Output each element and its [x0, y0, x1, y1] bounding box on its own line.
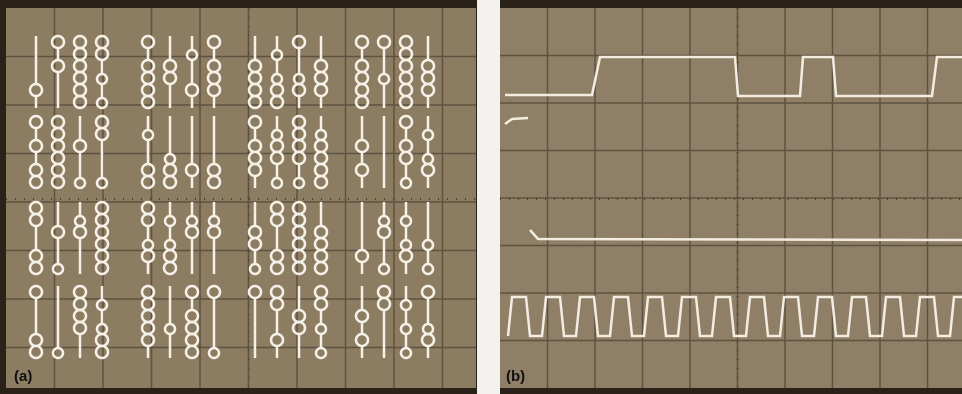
glyph	[94, 260, 110, 276]
waveform-fragment	[504, 116, 529, 126]
glyph	[399, 346, 413, 360]
glyph	[292, 176, 306, 190]
glyph	[398, 94, 414, 110]
glyph	[94, 344, 110, 360]
glyph	[162, 174, 178, 190]
glyph	[162, 260, 178, 276]
glyph	[28, 344, 44, 360]
panel-label: (b)	[506, 368, 525, 385]
glyph	[248, 262, 262, 276]
waveform-top	[505, 55, 962, 98]
graticule	[6, 8, 962, 388]
glyph	[270, 176, 284, 190]
glyph	[314, 346, 328, 360]
glyph	[313, 260, 329, 276]
waveforms	[504, 55, 962, 338]
glyph	[399, 176, 413, 190]
glyph	[421, 262, 435, 276]
glyph	[72, 94, 88, 110]
glyph	[95, 96, 109, 110]
glyph-pattern	[28, 34, 436, 360]
glyph	[269, 94, 285, 110]
glyph	[354, 94, 370, 110]
glyph	[28, 174, 44, 190]
divider	[477, 0, 500, 394]
glyph	[269, 260, 285, 276]
glyph	[28, 260, 44, 276]
glyph	[377, 262, 391, 276]
glyph	[313, 174, 329, 190]
glyph	[51, 346, 65, 360]
glyph	[247, 94, 263, 110]
glyph	[184, 344, 200, 360]
waveform-clock	[506, 295, 962, 338]
glyph	[51, 262, 65, 276]
glyph	[73, 176, 87, 190]
waveform-flat	[529, 229, 962, 242]
panel-label: (a)	[14, 368, 32, 385]
glyph	[95, 176, 109, 190]
screen-a	[6, 8, 476, 388]
glyph	[140, 174, 156, 190]
glyph	[206, 174, 222, 190]
glyph	[291, 260, 307, 276]
glyph	[207, 346, 221, 360]
glyph	[140, 94, 156, 110]
glyph	[50, 174, 66, 190]
